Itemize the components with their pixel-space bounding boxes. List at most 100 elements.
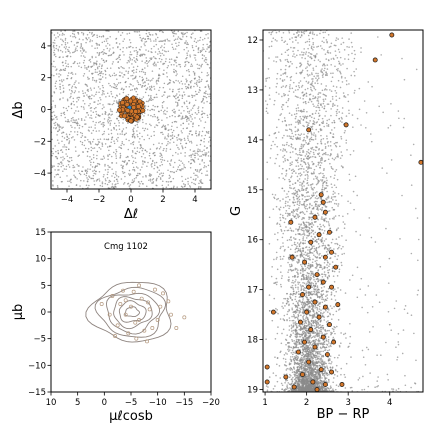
sky-field-star [179,138,181,140]
cmd-field-star [329,263,331,265]
cmd-field-star [292,147,294,149]
sky-field-star [162,174,164,177]
sky-field-star [85,37,88,40]
sky-field-star [147,50,150,52]
sky-field-star [83,73,86,75]
cmd-field-star [286,379,289,382]
sky-field-star [109,180,112,183]
sky-field-star [99,102,101,105]
sky-cluster-member [125,108,131,113]
sky-field-star [187,139,190,141]
cmd-field-star [324,180,326,183]
sky-field-star [126,61,128,64]
cmd-field-star [317,214,320,216]
sky-field-star [115,162,118,164]
sky-field-star [74,86,76,88]
sky-field-star [187,137,189,139]
cmd-field-star [351,52,353,55]
sky-field-star [192,49,195,52]
sky-field-star [109,84,111,87]
sky-field-star [72,51,74,54]
sky-field-star [62,164,64,167]
sky-field-star [68,140,71,142]
sky-field-star [150,89,153,91]
sky-field-star [95,110,97,113]
cmd-field-star [322,76,324,78]
sky-field-star [196,169,199,171]
cmd-field-star [374,241,377,243]
cmd-field-star [301,56,303,59]
cmd-field-star [336,247,339,250]
sky-field-star [83,103,86,105]
pm-contours [85,281,172,343]
sky-field-star [199,39,201,41]
sky-field-star [130,75,132,77]
sky-field-star [204,58,206,61]
sky-field-star [189,130,191,133]
cmd-field-star [286,299,289,302]
cmd-field-star [301,189,303,191]
sky-field-star [115,38,117,40]
sky-field-star [56,134,58,136]
sky-field-star [124,160,126,162]
sky-field-star [67,84,70,86]
sky-field-star [160,61,162,63]
cmd-field-star [380,354,382,357]
sky-field-star [169,142,171,144]
sky-field-star [136,147,139,149]
sky-field-star [137,121,140,123]
sky-field-star [206,114,209,116]
sky-field-star [131,74,134,77]
sky-field-star [116,83,119,86]
cmd-field-star [348,173,351,176]
sky-field-star [72,166,74,169]
sky-field-star [136,133,139,136]
sky-field-star [101,182,104,185]
sky-field-star [121,72,123,74]
pm-points [99,283,187,344]
sky-field-star [73,35,76,37]
sky-field-star [153,134,155,137]
cmd-field-star [327,195,330,198]
sky-field-star [92,77,94,79]
sky-cluster-member [128,118,134,124]
sky-field-star [113,176,116,179]
sky-field-star [56,118,58,120]
sky-field-star [58,75,60,78]
sky-field-star [192,178,195,181]
cmd-field-star [323,69,325,72]
sky-field-star [53,47,55,49]
cmd-field-star [292,287,294,289]
sky-field-star [184,166,186,169]
sky-field-star [162,73,165,75]
sky-field-star [90,126,92,128]
pm-x-tick-label: 10 [46,398,57,408]
sky-field-star [100,72,102,74]
cmd-field-star [292,329,295,332]
sky-field-star [188,141,191,143]
pm-point [134,336,139,341]
cmd-field-star [295,354,298,357]
sky-field-star [207,141,210,143]
cmd-field-star [402,126,405,129]
sky-field-star [173,171,175,174]
sky-field-star [184,146,187,149]
cmd-field-star [327,153,329,156]
cmd-field-star [282,161,285,163]
sky-field-star [140,180,143,183]
sky-field-star [154,115,156,118]
sky-field-star [166,138,168,140]
pm-point [126,331,131,336]
sky-field-star [88,130,90,132]
cmd-field-star [307,262,310,265]
sky-field-star [160,131,162,134]
sky-field-star [183,102,186,105]
cmd-field-star [337,38,339,40]
sky-field-star [205,130,208,133]
cmd-field-star [328,249,331,251]
cmd-field-star [364,127,367,129]
cmd-field-star [313,186,316,189]
cmd-field-star [323,300,326,302]
cmd-field-star [325,198,328,201]
sky-field-star [147,94,150,97]
